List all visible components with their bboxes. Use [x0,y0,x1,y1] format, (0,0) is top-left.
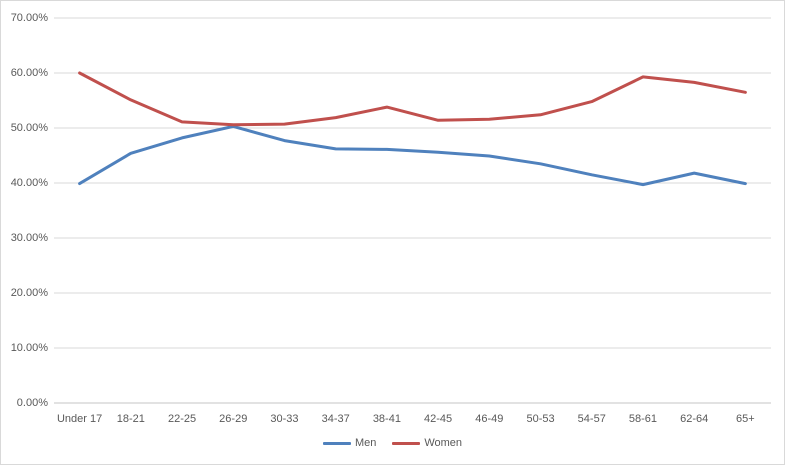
y-axis-tick-label: 0.00% [16,397,48,409]
x-axis-tick-label: 58-61 [628,413,658,425]
y-axis-tick-label: 30.00% [10,232,48,244]
y-axis-tick-label: 70.00% [10,12,48,24]
x-axis-tick-label: 50-53 [526,413,555,425]
x-axis-tick-label: 30-33 [270,413,299,425]
x-axis-tick-label: 34-37 [321,413,350,425]
y-axis-tick-label: 20.00% [10,287,48,299]
x-axis-tick-label: 65+ [736,413,755,425]
x-axis-tick-label: 22-25 [167,413,197,425]
y-axis-tick-label: 10.00% [10,342,48,354]
legend-label: Men [354,437,377,449]
legend-item-women: Women [392,437,462,449]
x-axis-tick-label: 62-64 [680,413,709,425]
legend-swatch-women [392,441,421,445]
x-axis-tick-label: 38-41 [372,413,401,425]
x-axis-tick-label: 18-21 [116,413,145,425]
x-axis-tick-label: 42-45 [424,413,453,425]
y-axis-tick-label: 40.00% [10,177,48,189]
series-line-women [78,71,747,127]
y-axis-tick-label: 60.00% [10,67,48,79]
x-axis-tick-label: 54-57 [577,413,606,425]
y-axis-tick-label: 50.00% [10,122,48,134]
x-axis-tick-label: 46-49 [475,413,504,425]
legend-label: Women [424,437,463,449]
x-axis-tick-label: Under 17 [56,413,103,425]
series-line-men [78,124,747,187]
legend-swatch-men [322,441,351,445]
x-axis-tick-label: 26-29 [219,413,248,425]
legend-item-men: Men [322,437,377,449]
legend: Men Women [1,437,784,449]
